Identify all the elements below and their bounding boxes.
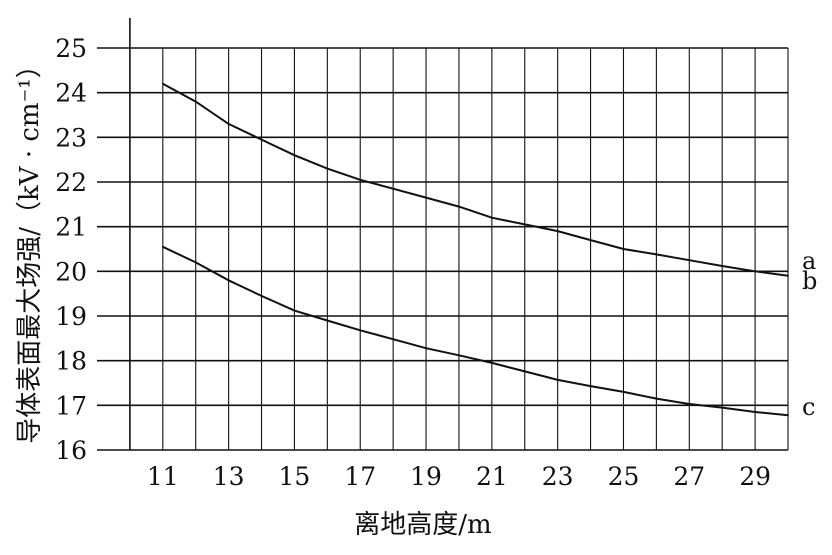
data-point	[425, 347, 427, 350]
data-point	[260, 138, 263, 141]
data-point	[293, 309, 296, 312]
y-tick-label: 22	[55, 168, 87, 197]
data-point	[523, 370, 526, 373]
data-point	[458, 354, 460, 357]
y-tick-label: 23	[55, 123, 87, 152]
tick-labels: 16 17 18 19 20 21 22 23 24 25 11 13 15 17 19 21 23 25 27 29	[55, 34, 771, 491]
y-tick-label: 17	[55, 391, 87, 420]
x-tick-label: 19	[410, 462, 442, 491]
x-tick-label: 23	[542, 462, 574, 491]
data-point	[490, 362, 493, 364]
x-axis-label: 离地高度/m	[354, 510, 491, 540]
data-point	[688, 259, 691, 262]
curve-label-a: a	[802, 247, 816, 275]
x-tick-label: 21	[476, 462, 508, 491]
data-point	[523, 223, 526, 226]
data-point	[194, 261, 197, 264]
grid-lines	[97, 47, 789, 450]
x-tick-label: 11	[147, 462, 179, 491]
x-tick-label: 13	[213, 462, 245, 491]
data-point	[458, 205, 460, 208]
curve-labels: ab c	[802, 247, 817, 421]
data-point	[326, 167, 329, 170]
y-tick-label: 21	[55, 213, 87, 242]
data-point	[194, 100, 197, 103]
data-point	[556, 230, 559, 233]
data-point	[227, 279, 230, 282]
x-tick-label: 15	[279, 462, 311, 491]
data-point	[589, 239, 592, 241]
data-point	[787, 274, 789, 277]
y-tick-label: 20	[55, 257, 87, 286]
data-point	[392, 338, 395, 341]
series-line-1	[162, 82, 789, 277]
x-tick-label: 17	[344, 462, 376, 491]
data-point	[392, 187, 395, 190]
data-point	[425, 196, 427, 199]
y-tick-label: 19	[55, 302, 87, 331]
data-point	[688, 403, 691, 405]
curve-label-b: b	[802, 267, 817, 295]
data-point	[161, 245, 164, 248]
data-point	[655, 397, 658, 400]
data-point	[359, 329, 362, 332]
data-point	[787, 414, 789, 417]
y-axis-label: 导体表面最大场强/（kV · cm⁻¹）	[15, 52, 45, 443]
data-point	[655, 253, 658, 256]
data-point	[754, 411, 756, 413]
y-tick-label: 25	[55, 34, 87, 63]
data-point	[326, 319, 329, 322]
data-point	[721, 265, 724, 267]
x-tick-label: 25	[608, 462, 640, 491]
data-point	[622, 391, 625, 393]
curve-label-c: c	[802, 393, 815, 421]
y-tick-label: 24	[55, 79, 87, 108]
series-group	[161, 82, 789, 417]
data-point	[622, 248, 625, 250]
data-point	[754, 270, 756, 273]
data-point	[556, 378, 559, 381]
data-point	[721, 406, 724, 409]
data-point	[293, 154, 296, 157]
data-point	[359, 178, 362, 181]
y-tick-label: 18	[55, 347, 87, 376]
y-tick-label: 16	[55, 436, 87, 465]
data-point	[161, 82, 164, 85]
data-point	[227, 123, 230, 125]
x-tick-label: 27	[673, 462, 705, 491]
data-point	[490, 216, 493, 219]
axes	[97, 18, 788, 451]
x-tick-label: 29	[739, 462, 771, 491]
data-point	[260, 295, 263, 297]
series-line-2	[162, 245, 789, 417]
data-point	[589, 385, 592, 388]
